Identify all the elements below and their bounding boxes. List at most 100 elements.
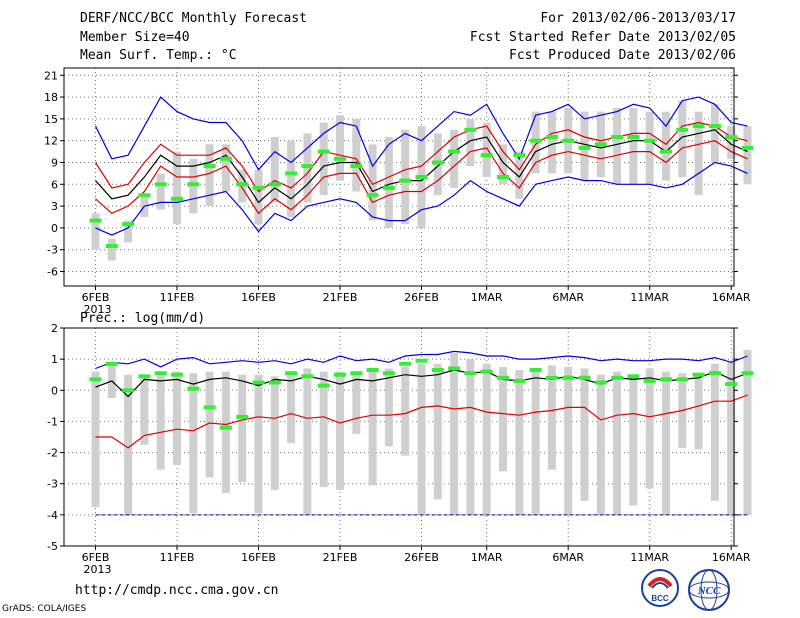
- prec-median-mark: [578, 375, 591, 380]
- prec-median-mark: [203, 405, 216, 410]
- temp-median-mark: [301, 164, 314, 169]
- temp-frame: [63, 67, 735, 287]
- temp-median-mark: [562, 138, 575, 143]
- temp-spread-box: [710, 104, 719, 163]
- temp-spread-box: [352, 118, 361, 192]
- prec-spread-box: [401, 366, 410, 456]
- temp-median-mark: [741, 145, 754, 150]
- temp-median-mark: [513, 153, 526, 158]
- prec-median-mark: [187, 386, 200, 391]
- prec-spread-box: [189, 373, 198, 514]
- prec-median-mark: [643, 378, 656, 383]
- prec-spread-box: [531, 368, 540, 515]
- prec-xtick-label: 11MAR: [630, 551, 669, 564]
- prec-median-mark: [252, 380, 265, 385]
- temp-median-mark: [627, 135, 640, 139]
- prec-spread-box: [547, 365, 556, 470]
- temp-median-mark: [105, 244, 118, 248]
- prec-median-mark: [545, 375, 558, 380]
- prec-spread-box: [743, 349, 752, 515]
- prec-ytick-label: 1: [51, 353, 58, 366]
- temp-median-mark: [187, 182, 200, 187]
- prec-median-mark: [154, 371, 167, 376]
- prec-spread-box: [662, 371, 670, 515]
- prec-median-mark: [138, 374, 151, 379]
- prec-xtick-label: 6FEB: [82, 551, 110, 564]
- prec-ylabel: Prec.: log(mm/d): [80, 311, 205, 326]
- prec-spread-box: [156, 373, 165, 470]
- prec-spread-box: [499, 366, 507, 472]
- temp-median-mark: [89, 218, 102, 223]
- produced-date: Fcst Produced Date 2013/02/06: [509, 48, 736, 63]
- prec-median-mark: [448, 366, 461, 371]
- prec-year-label: 2013: [84, 563, 112, 576]
- temp-spread-box: [629, 107, 638, 185]
- temp-ytick-label: 15: [44, 113, 58, 126]
- prec-median-mark: [350, 371, 363, 376]
- ncc-logo-text: NCC: [697, 585, 721, 597]
- temp-spread-box: [287, 140, 296, 217]
- temp-median-mark: [252, 185, 265, 190]
- temp-xtick-label: 16FEB: [241, 291, 276, 304]
- temp-spread-box: [319, 122, 328, 196]
- prec-spread-box: [124, 374, 133, 515]
- prec-series-lower: [95, 394, 748, 449]
- prec-spread-box: [107, 362, 116, 399]
- temp-spread-box: [645, 111, 654, 185]
- temp-median-mark: [692, 124, 705, 129]
- temp-median-mark: [594, 142, 607, 147]
- temp-median-mark: [415, 175, 428, 179]
- prec-median-mark: [334, 372, 346, 377]
- temp-median-mark: [708, 124, 721, 129]
- temp-spread-box: [124, 220, 133, 243]
- temp-spread-box: [254, 169, 263, 225]
- prec-median-mark: [268, 380, 281, 385]
- prec-spread-box: [727, 362, 736, 515]
- temp-median-mark: [138, 193, 151, 198]
- prec-median-mark: [529, 368, 542, 372]
- prec-median-mark: [464, 371, 477, 376]
- temp-median-mark: [611, 135, 624, 139]
- temp-median-mark: [382, 185, 395, 190]
- prec-xtick-label: 16MAR: [712, 551, 751, 564]
- prec-median-mark: [611, 375, 624, 380]
- temp-xtick-label: 26FEB: [404, 291, 439, 304]
- temp-median-mark: [122, 222, 135, 227]
- temp-median-mark: [676, 127, 689, 132]
- temp-xtick-label: 1MAR: [471, 291, 503, 304]
- prec-spread-box: [270, 376, 279, 490]
- start-date: Fcst Started Refer Date 2013/02/05: [469, 30, 736, 45]
- prec-median-mark: [660, 377, 672, 382]
- temp-series-max: [94, 96, 748, 171]
- prec-spread-box: [287, 371, 296, 444]
- prec-xtick-label: 6MAR: [552, 551, 584, 564]
- temp-spread-box: [482, 122, 491, 177]
- temp-spread-box: [401, 129, 410, 225]
- temp-median-mark: [545, 135, 558, 139]
- temp-spread-box: [547, 111, 556, 174]
- bcc-logo-text: BCC: [651, 594, 669, 603]
- prec-ytick-label: -5: [47, 540, 58, 553]
- temp-spread-box: [515, 151, 524, 199]
- temp-xtick-label: 11MAR: [630, 291, 669, 304]
- source-url[interactable]: http://cmdp.ncc.cma.gov.cn: [75, 583, 279, 598]
- prec-median-mark: [415, 358, 428, 363]
- prec-median-mark: [562, 375, 575, 380]
- prec-spread-box: [205, 371, 214, 478]
- temp-ytick-label: 12: [44, 135, 58, 148]
- prec-spread-box: [417, 363, 426, 515]
- temp-median-mark: [366, 193, 379, 198]
- prec-spread-box: [710, 363, 719, 501]
- prec-spread-box: [580, 368, 589, 501]
- temp-median-mark: [236, 182, 249, 187]
- temp-spread-box: [727, 126, 736, 159]
- temp-median-mark: [480, 153, 493, 158]
- prec-ytick-label: 0: [51, 384, 58, 397]
- prec-median-mark: [741, 371, 754, 376]
- prec-xtick-label: 26FEB: [404, 551, 439, 564]
- prec-median-mark: [171, 372, 183, 377]
- member-size: Member Size=40: [80, 30, 190, 45]
- prec-spread-box: [368, 371, 377, 486]
- temp-spread-box: [270, 137, 279, 203]
